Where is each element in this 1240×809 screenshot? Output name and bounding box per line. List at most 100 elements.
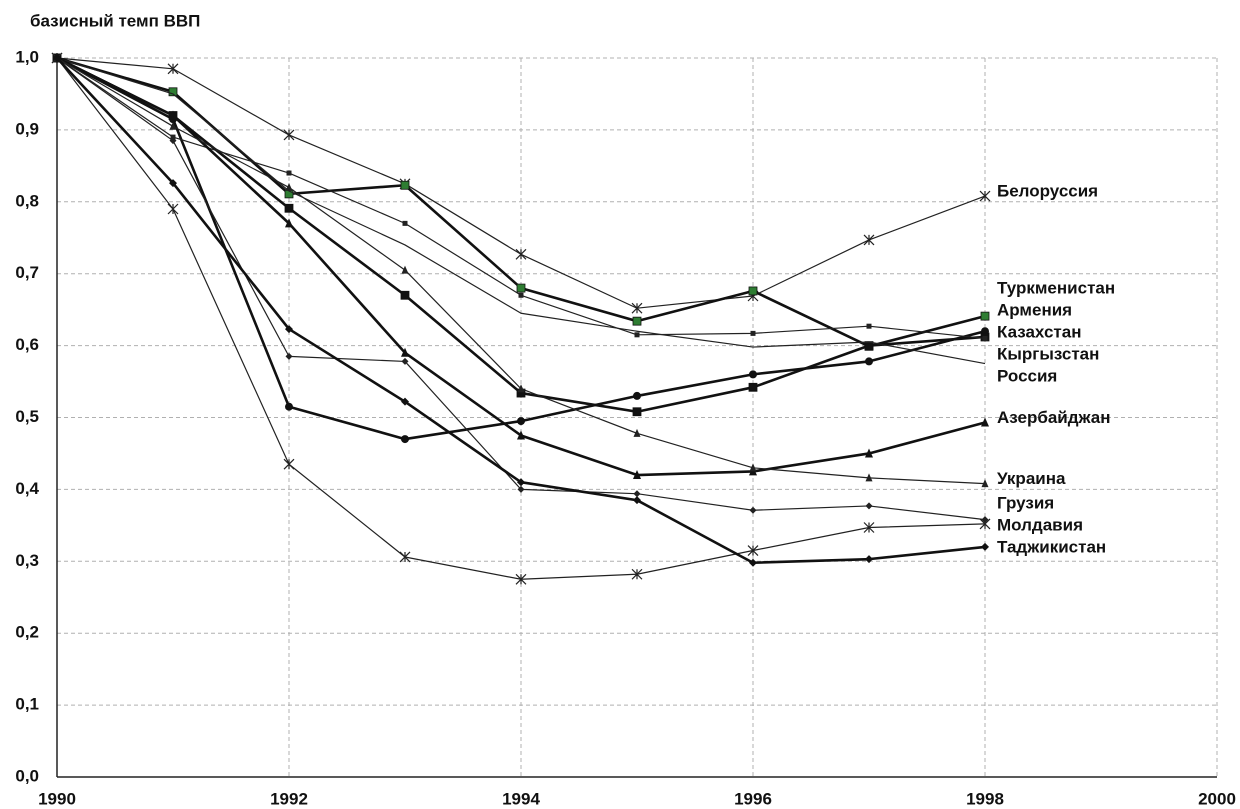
y-tick-label: 0,3 [15, 551, 39, 570]
marker [285, 352, 293, 360]
marker [167, 63, 179, 75]
marker [167, 203, 179, 215]
marker [750, 330, 756, 336]
marker [285, 182, 293, 191]
marker [401, 397, 409, 406]
x-tick-label: 1994 [502, 789, 540, 808]
marker [515, 248, 527, 260]
marker [285, 325, 293, 334]
marker [516, 283, 526, 293]
marker [169, 121, 177, 130]
marker [633, 391, 641, 400]
y-tick-label: 0,4 [15, 479, 39, 498]
marker [53, 54, 61, 62]
marker [286, 170, 292, 176]
y-tick-label: 0,7 [15, 263, 39, 282]
marker [749, 370, 757, 379]
y-tick-label: 0,0 [15, 766, 39, 785]
legend-label: Россия [997, 367, 1057, 386]
x-tick-label: 1992 [270, 789, 308, 808]
marker [749, 463, 757, 472]
marker [632, 407, 642, 417]
x-tick-label: 1996 [734, 789, 772, 808]
y-tick-label: 0,2 [15, 623, 39, 642]
marker [401, 347, 409, 357]
marker [865, 555, 873, 564]
y-tick-label: 0,9 [15, 119, 39, 138]
y-tick-label: 0,6 [15, 335, 39, 354]
marker [284, 203, 294, 213]
marker [170, 134, 176, 140]
marker [633, 490, 641, 498]
marker [169, 137, 177, 145]
marker [517, 384, 525, 393]
marker [633, 496, 641, 505]
marker [865, 448, 873, 458]
marker [749, 506, 757, 514]
marker [399, 551, 411, 563]
marker [634, 332, 640, 338]
x-tick-label: 2000 [1198, 789, 1236, 808]
marker [517, 485, 525, 493]
legend-label: Белоруссия [997, 182, 1098, 201]
marker [748, 286, 758, 296]
marker [518, 292, 524, 298]
marker [169, 179, 177, 188]
marker [517, 430, 525, 440]
marker [863, 522, 875, 533]
marker [169, 110, 177, 120]
marker [747, 545, 759, 556]
legend-label: Армения [997, 301, 1072, 320]
marker [979, 190, 991, 202]
marker [979, 518, 991, 530]
marker [400, 290, 410, 300]
marker [285, 218, 293, 228]
marker [749, 558, 757, 567]
marker [863, 234, 875, 246]
y-tick-label: 1,0 [15, 47, 39, 66]
legend-label: Туркменистан [997, 279, 1115, 298]
legend-label: Азербайджан [997, 408, 1111, 427]
x-tick-label: 1990 [38, 789, 76, 808]
x-tick-label: 1998 [966, 789, 1004, 808]
marker [980, 311, 990, 321]
marker [981, 417, 989, 427]
chart-title: базисный темп ВВП [30, 11, 200, 30]
marker [748, 382, 758, 392]
y-tick-label: 0,5 [15, 407, 39, 426]
y-tick-label: 0,1 [15, 695, 39, 714]
legend-label: Украина [997, 469, 1066, 488]
marker [400, 180, 410, 190]
marker [401, 357, 409, 365]
marker [517, 478, 525, 487]
legend-label: Казахстан [997, 323, 1081, 342]
legend-label: Таджикистан [997, 538, 1106, 557]
series-line [56, 56, 986, 477]
marker [865, 357, 873, 366]
marker [168, 87, 178, 97]
marker [865, 502, 873, 510]
marker [285, 402, 293, 411]
legend-label: Кыргызстан [997, 345, 1099, 364]
marker [517, 417, 525, 426]
legend-label: Молдавия [997, 516, 1083, 535]
marker [283, 129, 295, 141]
marker [401, 435, 409, 444]
marker [633, 428, 641, 437]
marker [866, 323, 872, 329]
y-tick-label: 0,8 [15, 191, 39, 210]
marker [283, 458, 295, 470]
marker [402, 220, 408, 226]
marker [981, 479, 989, 488]
marker [631, 568, 643, 580]
marker [981, 542, 989, 551]
marker [515, 573, 527, 585]
legend-label: Грузия [997, 494, 1054, 513]
marker [631, 302, 643, 314]
marker [632, 316, 642, 326]
marker [401, 265, 409, 274]
marker [633, 470, 641, 480]
marker [982, 335, 988, 341]
marker [865, 473, 873, 482]
